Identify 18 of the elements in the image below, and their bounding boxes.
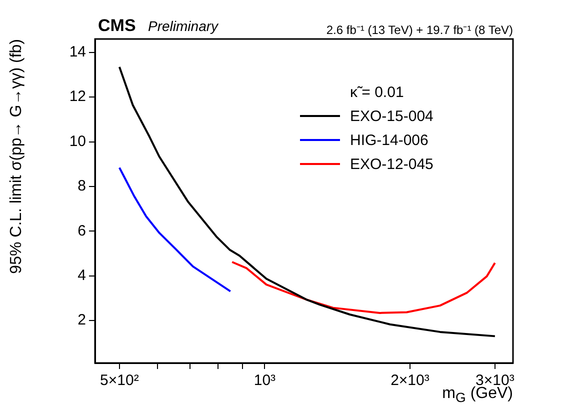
y-tick-label: 6 bbox=[78, 222, 86, 240]
y-tick-label: 14 bbox=[69, 44, 86, 61]
text: 2.6 fb⁻¹ (13 TeV) + 19.7 fb⁻¹ (8 TeV) bbox=[326, 22, 513, 38]
y-axis-title: 95% C.L. limit σ(pp→ G→γγ) (fb) bbox=[8, 39, 26, 276]
chart-subtitle: Preliminary bbox=[148, 18, 218, 34]
legend-label: EXO-15-004 bbox=[350, 108, 434, 124]
legend-label: EXO-12-045 bbox=[350, 156, 434, 172]
y-tick-label: 4 bbox=[78, 266, 86, 284]
legend-label: HIG-14-006 bbox=[350, 132, 428, 148]
y-tick-label: 12 bbox=[69, 88, 86, 106]
x-tick-label: 5×10² bbox=[100, 372, 139, 390]
chart-title: CMS bbox=[98, 16, 136, 36]
y-tick-label: 8 bbox=[78, 178, 86, 195]
y-tick-label: 2 bbox=[78, 312, 86, 329]
x-tick-label: 10³ bbox=[254, 372, 276, 390]
y-tick-label: 10 bbox=[69, 132, 86, 150]
x-tick-label: 2×10³ bbox=[390, 372, 430, 390]
legend-title: κ̃ = 0.01 bbox=[349, 82, 405, 102]
